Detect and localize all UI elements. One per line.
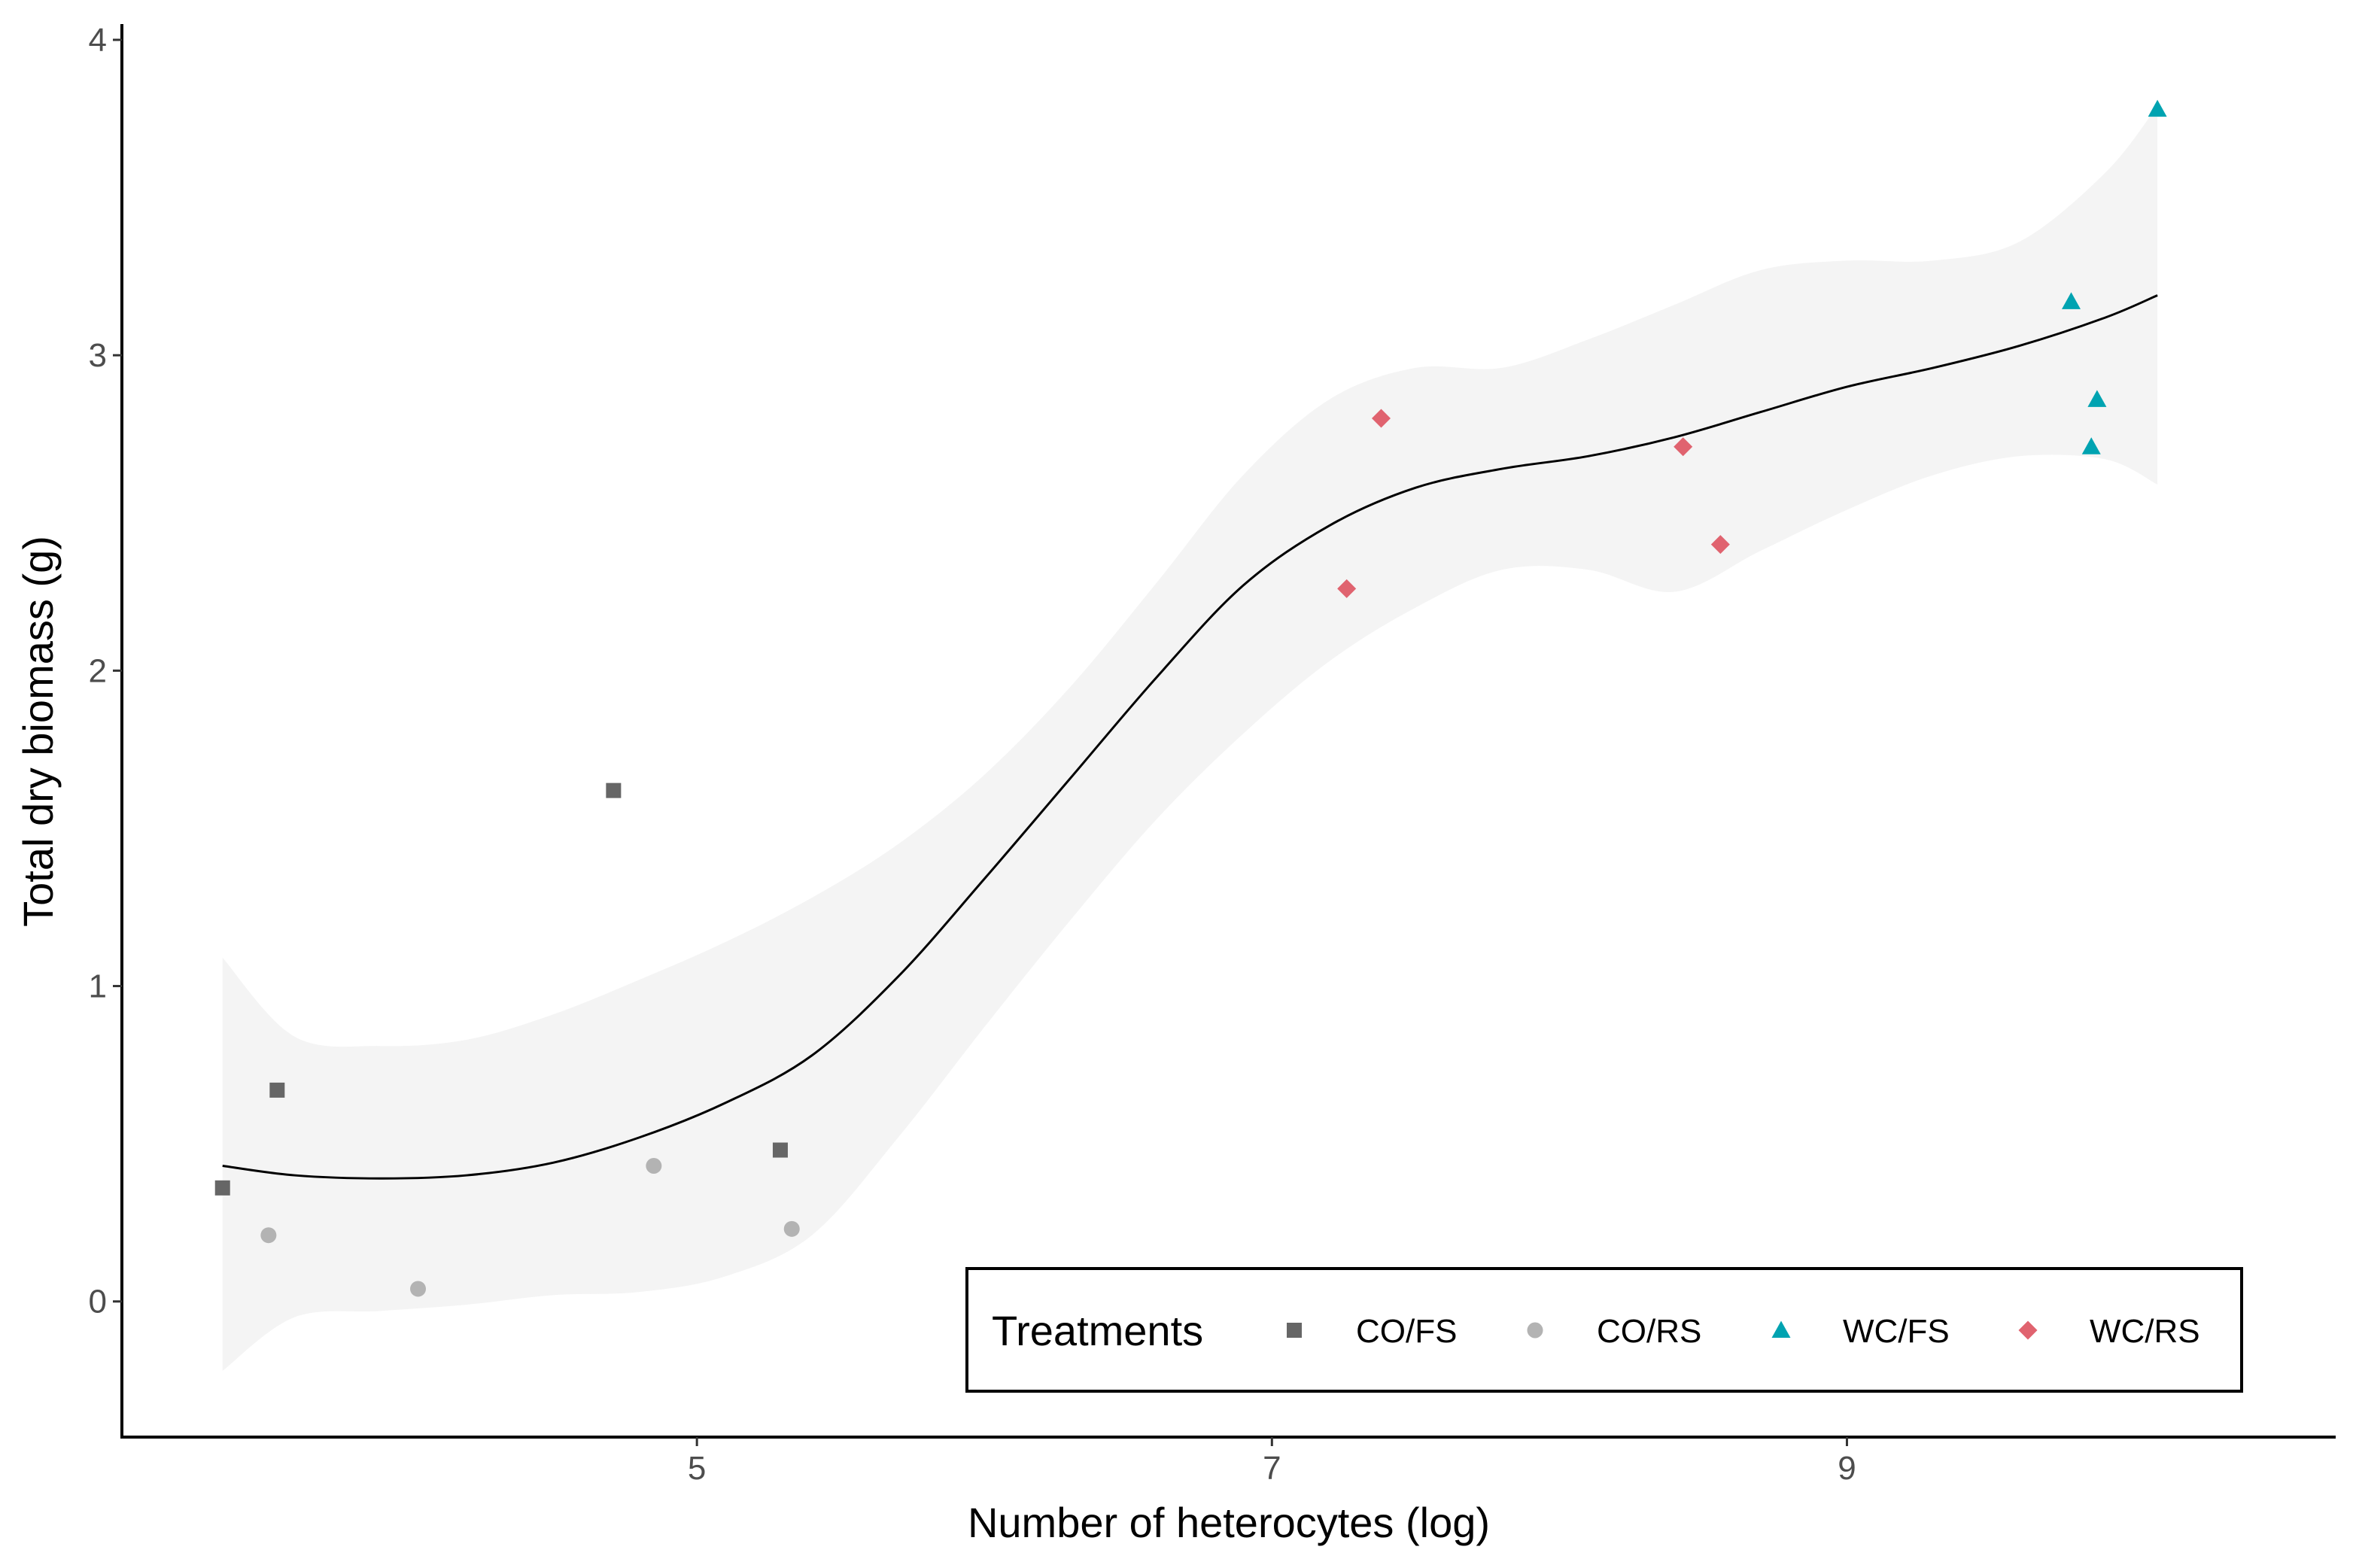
legend-marker: [1527, 1322, 1543, 1339]
y-tick-label: 1: [89, 968, 107, 1005]
data-point: [646, 1157, 662, 1174]
smooth-line: [222, 294, 2158, 1180]
data-points-layer: [214, 99, 2167, 1297]
legend-marker: [2018, 1320, 2038, 1340]
x-axis-title: Number of heterocytes (log): [968, 1499, 1490, 1546]
y-tick-label: 0: [89, 1284, 107, 1320]
legend-items: CO/FS CO/RS WC/FS WC/RS: [1287, 1313, 2200, 1350]
x-tick-label: 5: [688, 1450, 706, 1487]
legend-label: CO/FS: [1356, 1313, 1457, 1350]
y-tick-label: 3: [89, 337, 107, 374]
legend-marker: [1287, 1323, 1302, 1338]
legend-marker: [1771, 1320, 1791, 1338]
legend-title: Treatments: [992, 1307, 1203, 1354]
legend-label: WC/RS: [2090, 1313, 2200, 1350]
legend-label: CO/RS: [1597, 1313, 1701, 1350]
x-tick-label: 9: [1838, 1450, 1856, 1487]
data-point: [410, 1281, 427, 1297]
data-point: [772, 1142, 788, 1158]
x-tick-label: 7: [1263, 1450, 1281, 1487]
data-point: [214, 1180, 230, 1196]
y-axis-title: Total dry biomass (g): [14, 536, 62, 927]
data-point: [783, 1220, 800, 1237]
legend-label: WC/FS: [1843, 1313, 1950, 1350]
data-point: [1372, 409, 1391, 428]
confidence-band-layer: [222, 105, 2158, 1371]
y-tick-label: 2: [89, 652, 107, 689]
data-point: [2087, 390, 2107, 407]
data-point: [606, 782, 622, 798]
data-point: [2061, 292, 2081, 309]
data-point: [2148, 99, 2167, 117]
smooth-line-layer: [222, 294, 2158, 1180]
legend: Treatments CO/FS CO/RS WC/FS WC/RS: [965, 1267, 2243, 1393]
data-point: [1337, 579, 1357, 598]
confidence-band: [222, 105, 2158, 1371]
x-axis-ticks: 5 7 9: [688, 1437, 1856, 1487]
y-tick-label: 4: [89, 22, 107, 59]
y-axis-ticks: 0 1 2 3 4: [89, 22, 122, 1320]
data-point: [2081, 437, 2101, 454]
data-point: [1710, 535, 1730, 555]
data-point: [269, 1082, 285, 1098]
data-point: [1674, 437, 1693, 457]
data-point: [260, 1227, 277, 1244]
